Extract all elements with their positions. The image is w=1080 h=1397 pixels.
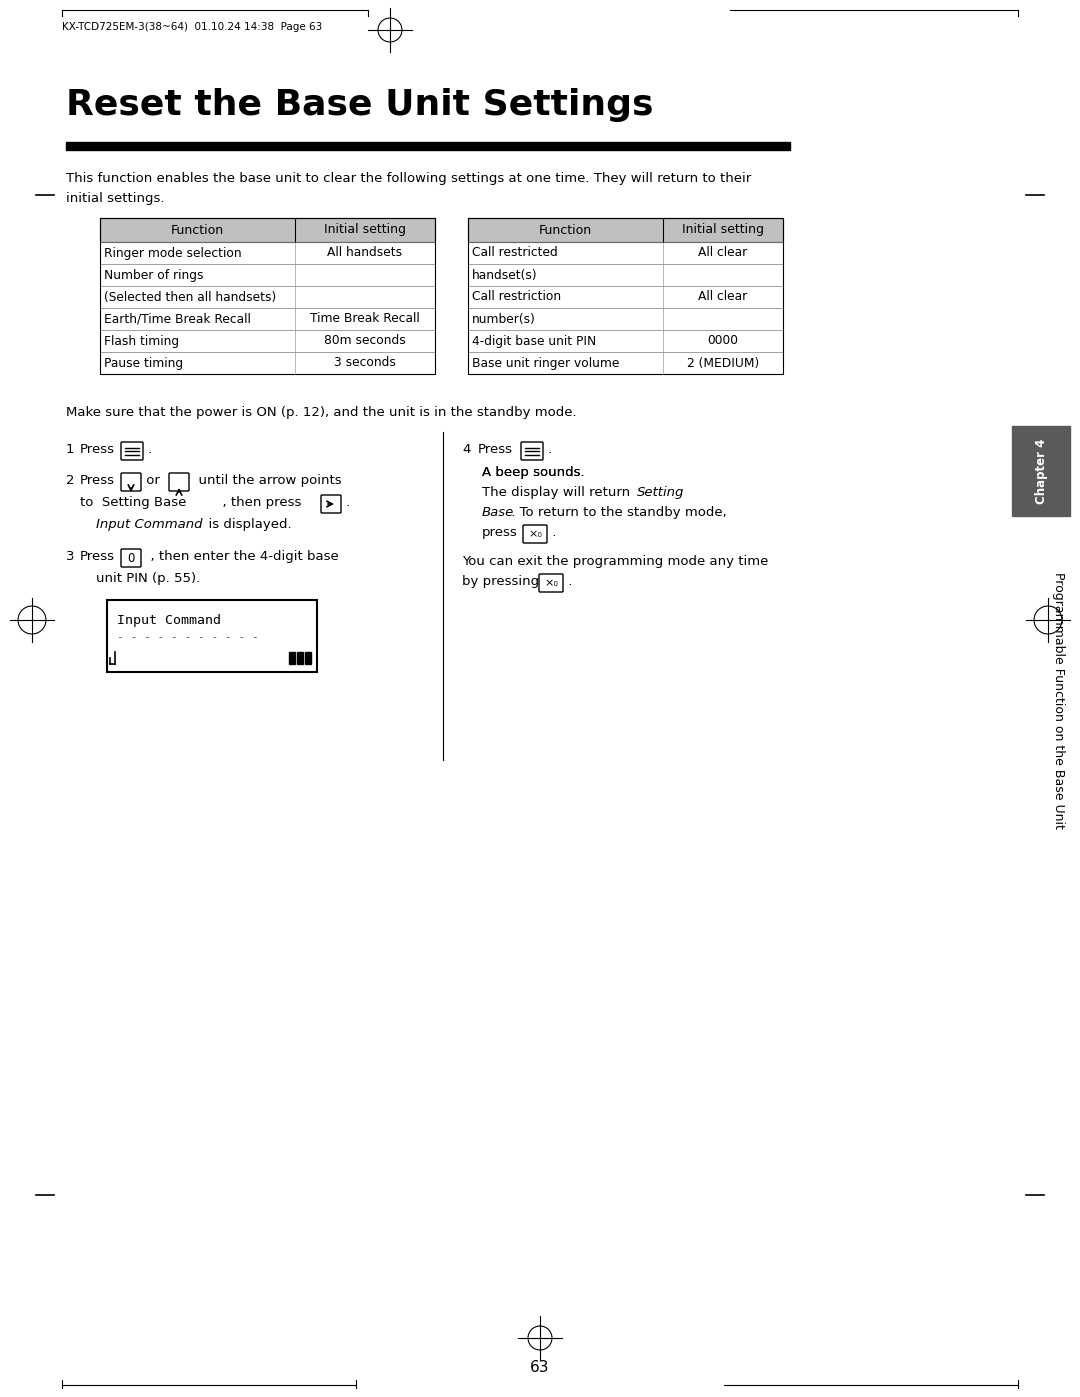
Text: press: press [482,527,517,539]
Text: .: . [564,576,572,588]
Text: until the arrow points: until the arrow points [190,474,341,488]
Text: , then press: , then press [214,496,301,509]
Text: handset(s): handset(s) [472,268,538,282]
Bar [305,652,311,664]
Text: KX-TCD725EM-3(38~64)  01.10.24 14:38  Page 63: KX-TCD725EM-3(38~64) 01.10.24 14:38 Page… [62,22,322,32]
Text: Initial setting: Initial setting [324,224,406,236]
Bar [100,352,435,374]
Text: You can exit the programming mode any time: You can exit the programming mode any ti… [462,555,768,569]
Text: Function: Function [539,224,592,236]
Text: is displayed.: is displayed. [200,518,292,531]
FancyBboxPatch shape [121,549,141,567]
Text: ×₀: ×₀ [528,529,542,539]
Text: Make sure that the power is ON (p. 12), and the unit is in the standby mode.: Make sure that the power is ON (p. 12), … [66,407,577,419]
Text: Setting: Setting [637,486,685,499]
Bar [100,330,435,352]
Text: (Selected then all handsets): (Selected then all handsets) [104,291,276,303]
Text: Ringer mode selection: Ringer mode selection [104,246,242,260]
Text: Press: Press [80,443,114,455]
FancyBboxPatch shape [539,574,563,592]
Text: Press: Press [80,550,114,563]
Text: Earth/Time Break Recall: Earth/Time Break Recall [104,313,251,326]
Text: 3: 3 [66,550,75,563]
Text: unit PIN (p. 55).: unit PIN (p. 55). [96,571,200,585]
Text: All handsets: All handsets [327,246,403,260]
Bar [468,242,783,264]
Text: Press: Press [80,474,114,488]
Bar [468,352,783,374]
Bar [468,286,783,307]
Text: Base unit ringer volume: Base unit ringer volume [472,356,619,369]
Text: 80m seconds: 80m seconds [324,334,406,348]
Bar [100,218,435,242]
Text: 4: 4 [462,443,471,455]
Text: Press: Press [478,443,513,455]
Bar [468,264,783,286]
Text: 0: 0 [127,552,135,564]
FancyBboxPatch shape [168,474,189,490]
Text: 63: 63 [530,1361,550,1375]
Text: 2: 2 [66,474,75,488]
Text: - - - - - - - - - - -: - - - - - - - - - - - [117,631,259,643]
Text: 3 seconds: 3 seconds [334,356,396,369]
FancyBboxPatch shape [121,441,143,460]
Text: Call restriction: Call restriction [472,291,562,303]
Bar [297,652,303,664]
Text: Pause timing: Pause timing [104,356,184,369]
Bar [468,218,783,242]
Text: Initial setting: Initial setting [681,224,764,236]
FancyBboxPatch shape [121,474,141,490]
Text: Reset the Base Unit Settings: Reset the Base Unit Settings [66,88,653,122]
Text: by pressing: by pressing [462,576,539,588]
Text: Flash timing: Flash timing [104,334,179,348]
Text: number(s): number(s) [472,313,536,326]
Text: Function: Function [171,224,224,236]
Bar [100,218,435,374]
Text: .: . [548,527,556,539]
Bar [468,218,783,374]
Text: .: . [144,443,152,455]
Text: initial settings.: initial settings. [66,191,164,205]
Bar [100,264,435,286]
Bar [100,286,435,307]
Bar [100,307,435,330]
Text: or: or [141,474,160,488]
Bar [100,242,435,264]
Text: 1: 1 [66,443,75,455]
Text: Input Command: Input Command [117,615,221,627]
Text: Input Command: Input Command [96,518,203,531]
Text: This function enables the base unit to clear the following settings at one time.: This function enables the base unit to c… [66,172,752,184]
FancyBboxPatch shape [523,525,546,543]
Text: Call restricted: Call restricted [472,246,557,260]
Text: 0000: 0000 [707,334,739,348]
Text: .: . [544,443,552,455]
Bar [289,652,295,664]
Text: ×₀: ×₀ [544,578,558,588]
Text: .: . [342,496,350,509]
Text: A beep sounds.: A beep sounds. [482,467,584,479]
FancyBboxPatch shape [521,441,543,460]
Text: Base: Base [482,506,514,520]
Text: Time Break Recall: Time Break Recall [310,313,420,326]
Text: Programmable Function on the Base Unit: Programmable Function on the Base Unit [1052,571,1065,828]
Bar [468,307,783,330]
Text: 4-digit base unit PIN: 4-digit base unit PIN [472,334,596,348]
Text: Number of rings: Number of rings [104,268,203,282]
Text: , then enter the 4-digit base: , then enter the 4-digit base [141,550,339,563]
Bar [1012,426,1070,515]
Text: The display will return: The display will return [482,486,630,499]
Bar [468,330,783,352]
Text: A beep sounds.: A beep sounds. [482,467,584,479]
Text: All clear: All clear [699,246,747,260]
Text: 2 (MEDIUM): 2 (MEDIUM) [687,356,759,369]
Text: to  Setting Base: to Setting Base [80,496,187,509]
Text: . To return to the standby mode,: . To return to the standby mode, [507,506,727,520]
Text: Chapter 4: Chapter 4 [1035,439,1048,504]
Bar [66,142,789,149]
FancyBboxPatch shape [321,495,341,513]
Bar [107,599,318,672]
Text: All clear: All clear [699,291,747,303]
